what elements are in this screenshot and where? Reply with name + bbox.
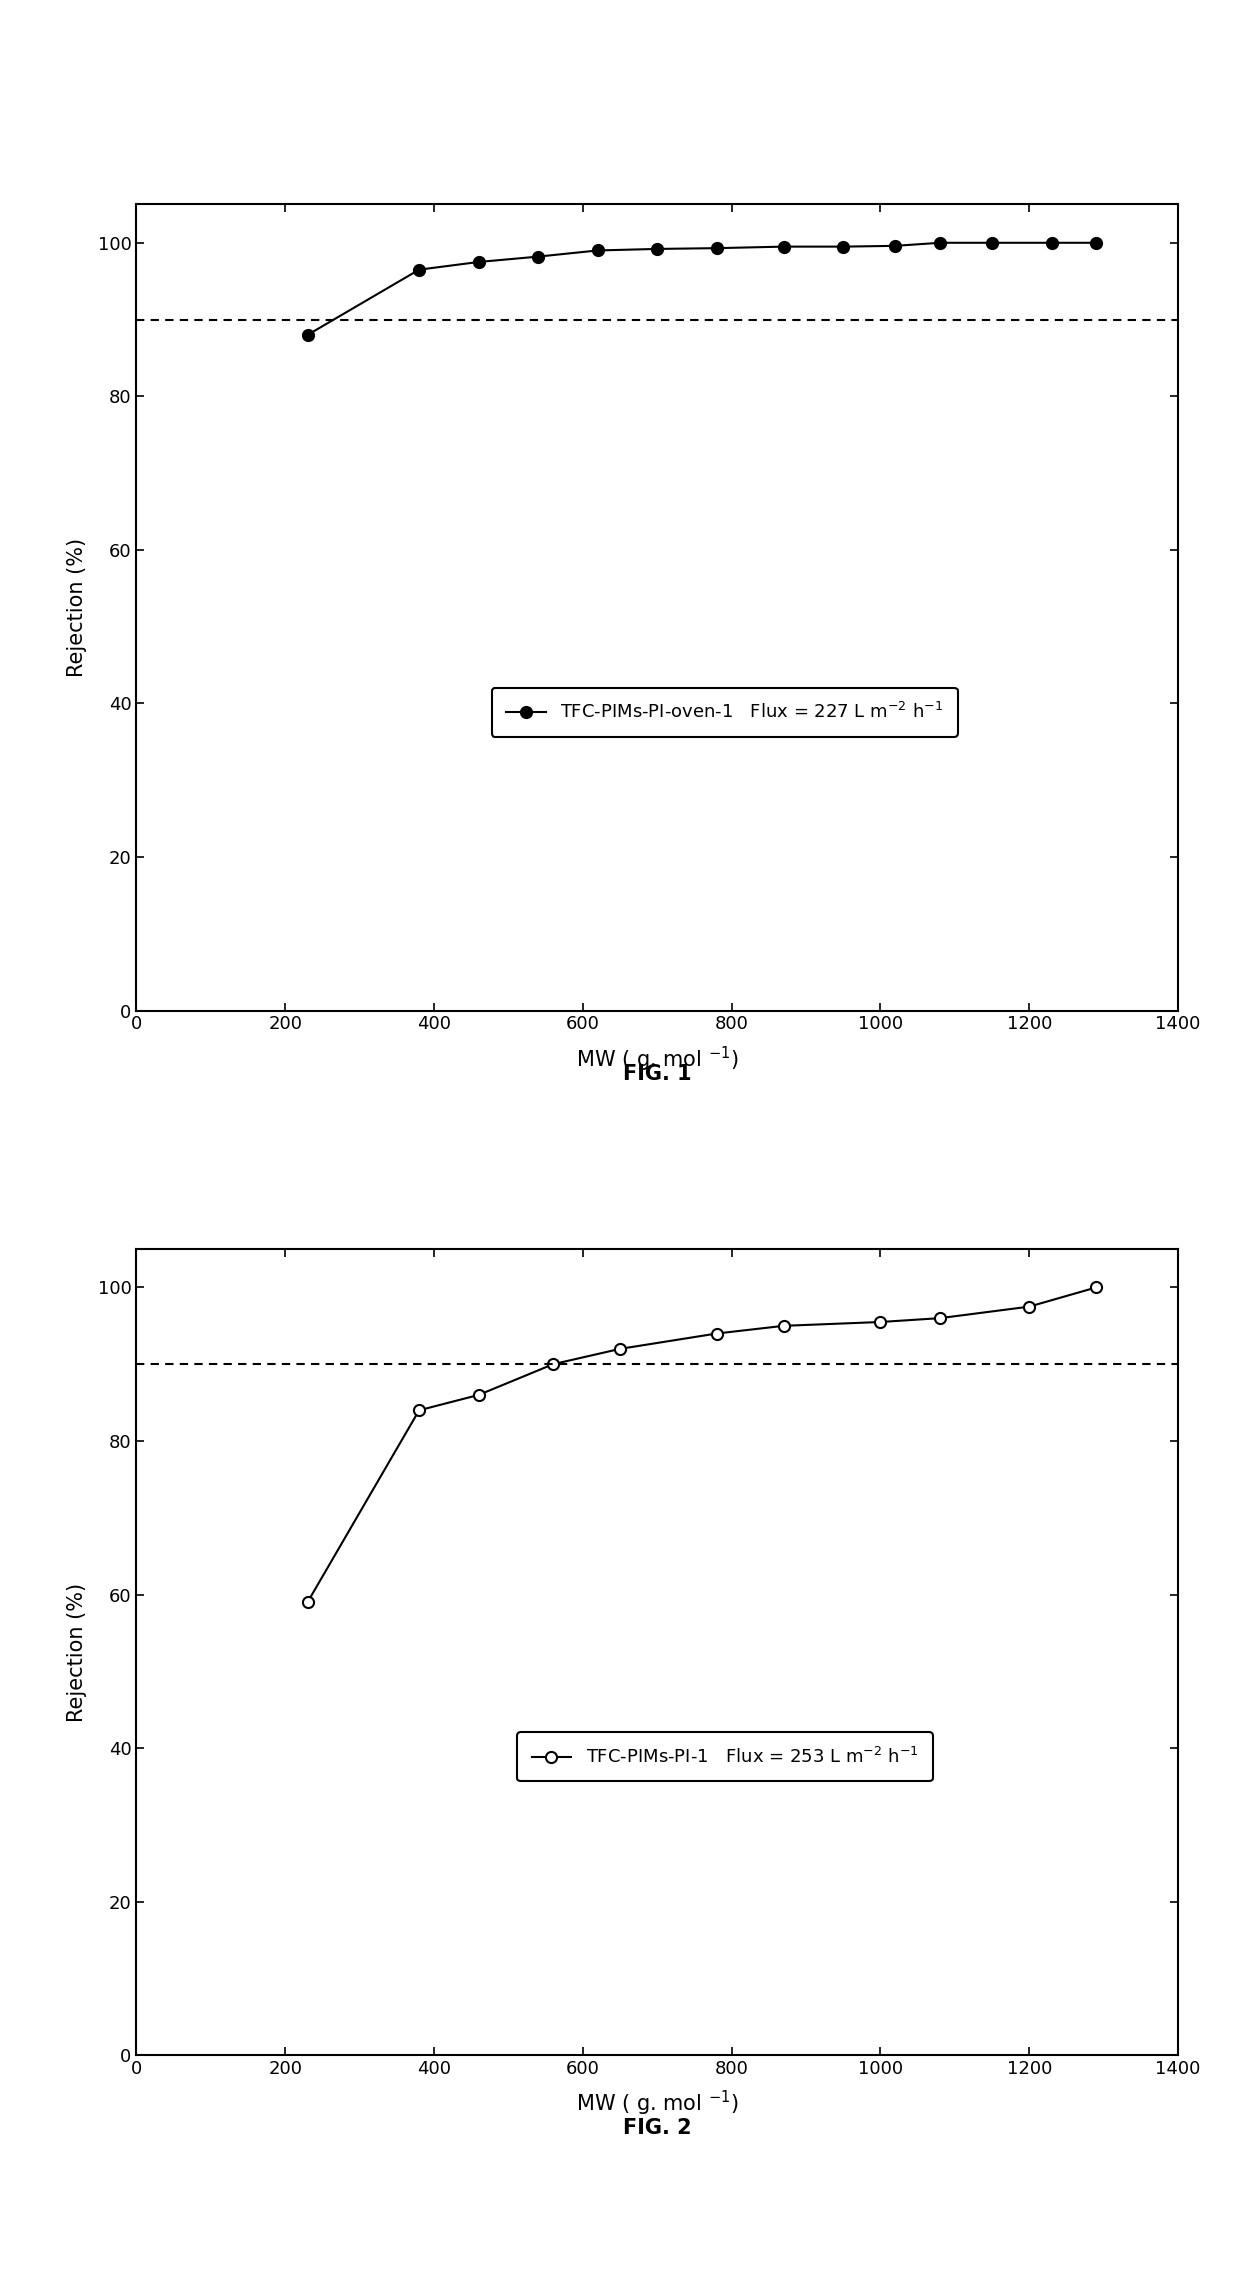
X-axis label: MW ( g. mol $^{-1}$): MW ( g. mol $^{-1}$)	[575, 1045, 739, 1074]
X-axis label: MW ( g. mol $^{-1}$): MW ( g. mol $^{-1}$)	[575, 2089, 739, 2119]
TFC-PIMs-PI-oven-1   Flux = 227 L m$^{-2}$ h$^{-1}$	[471, 248, 486, 275]
TFC-PIMs-PI-1   Flux = 253 L m$^{-2}$ h$^{-1}$	[412, 1397, 427, 1424]
TFC-PIMs-PI-oven-1   Flux = 227 L m$^{-2}$ h$^{-1}$	[932, 229, 947, 257]
TFC-PIMs-PI-1   Flux = 253 L m$^{-2}$ h$^{-1}$	[932, 1304, 947, 1331]
TFC-PIMs-PI-1   Flux = 253 L m$^{-2}$ h$^{-1}$	[471, 1381, 486, 1408]
TFC-PIMs-PI-oven-1   Flux = 227 L m$^{-2}$ h$^{-1}$	[650, 236, 665, 263]
TFC-PIMs-PI-1   Flux = 253 L m$^{-2}$ h$^{-1}$	[613, 1335, 627, 1363]
TFC-PIMs-PI-1   Flux = 253 L m$^{-2}$ h$^{-1}$	[1022, 1292, 1037, 1319]
TFC-PIMs-PI-oven-1   Flux = 227 L m$^{-2}$ h$^{-1}$	[985, 229, 999, 257]
TFC-PIMs-PI-oven-1   Flux = 227 L m$^{-2}$ h$^{-1}$	[300, 320, 315, 347]
TFC-PIMs-PI-1   Flux = 253 L m$^{-2}$ h$^{-1}$	[709, 1319, 724, 1347]
TFC-PIMs-PI-1   Flux = 253 L m$^{-2}$ h$^{-1}$	[776, 1313, 791, 1340]
TFC-PIMs-PI-oven-1   Flux = 227 L m$^{-2}$ h$^{-1}$	[412, 257, 427, 284]
Text: FIG. 1: FIG. 1	[622, 1065, 692, 1083]
Legend: TFC-PIMs-PI-oven-1   Flux = 227 L m$^{-2}$ h$^{-1}$: TFC-PIMs-PI-oven-1 Flux = 227 L m$^{-2}$…	[492, 688, 959, 736]
TFC-PIMs-PI-oven-1   Flux = 227 L m$^{-2}$ h$^{-1}$	[1044, 229, 1059, 257]
TFC-PIMs-PI-oven-1   Flux = 227 L m$^{-2}$ h$^{-1}$	[590, 236, 605, 263]
TFC-PIMs-PI-oven-1   Flux = 227 L m$^{-2}$ h$^{-1}$	[531, 243, 546, 270]
TFC-PIMs-PI-1   Flux = 253 L m$^{-2}$ h$^{-1}$	[873, 1308, 888, 1335]
TFC-PIMs-PI-oven-1   Flux = 227 L m$^{-2}$ h$^{-1}$	[776, 234, 791, 261]
Y-axis label: Rejection (%): Rejection (%)	[67, 1583, 87, 1721]
TFC-PIMs-PI-oven-1   Flux = 227 L m$^{-2}$ h$^{-1}$	[709, 234, 724, 261]
TFC-PIMs-PI-oven-1   Flux = 227 L m$^{-2}$ h$^{-1}$	[1089, 229, 1104, 257]
TFC-PIMs-PI-1   Flux = 253 L m$^{-2}$ h$^{-1}$	[546, 1351, 560, 1378]
TFC-PIMs-PI-oven-1   Flux = 227 L m$^{-2}$ h$^{-1}$	[888, 232, 903, 259]
Y-axis label: Rejection (%): Rejection (%)	[67, 538, 87, 677]
TFC-PIMs-PI-oven-1   Flux = 227 L m$^{-2}$ h$^{-1}$	[836, 234, 851, 261]
Legend: TFC-PIMs-PI-1   Flux = 253 L m$^{-2}$ h$^{-1}$: TFC-PIMs-PI-1 Flux = 253 L m$^{-2}$ h$^{…	[517, 1733, 932, 1780]
Text: FIG. 2: FIG. 2	[622, 2119, 692, 2137]
Line: TFC-PIMs-PI-oven-1   Flux = 227 L m$^{-2}$ h$^{-1}$: TFC-PIMs-PI-oven-1 Flux = 227 L m$^{-2}$…	[303, 236, 1101, 341]
TFC-PIMs-PI-1   Flux = 253 L m$^{-2}$ h$^{-1}$	[1089, 1274, 1104, 1301]
TFC-PIMs-PI-1   Flux = 253 L m$^{-2}$ h$^{-1}$	[300, 1590, 315, 1617]
Line: TFC-PIMs-PI-1   Flux = 253 L m$^{-2}$ h$^{-1}$: TFC-PIMs-PI-1 Flux = 253 L m$^{-2}$ h$^{…	[303, 1281, 1101, 1608]
